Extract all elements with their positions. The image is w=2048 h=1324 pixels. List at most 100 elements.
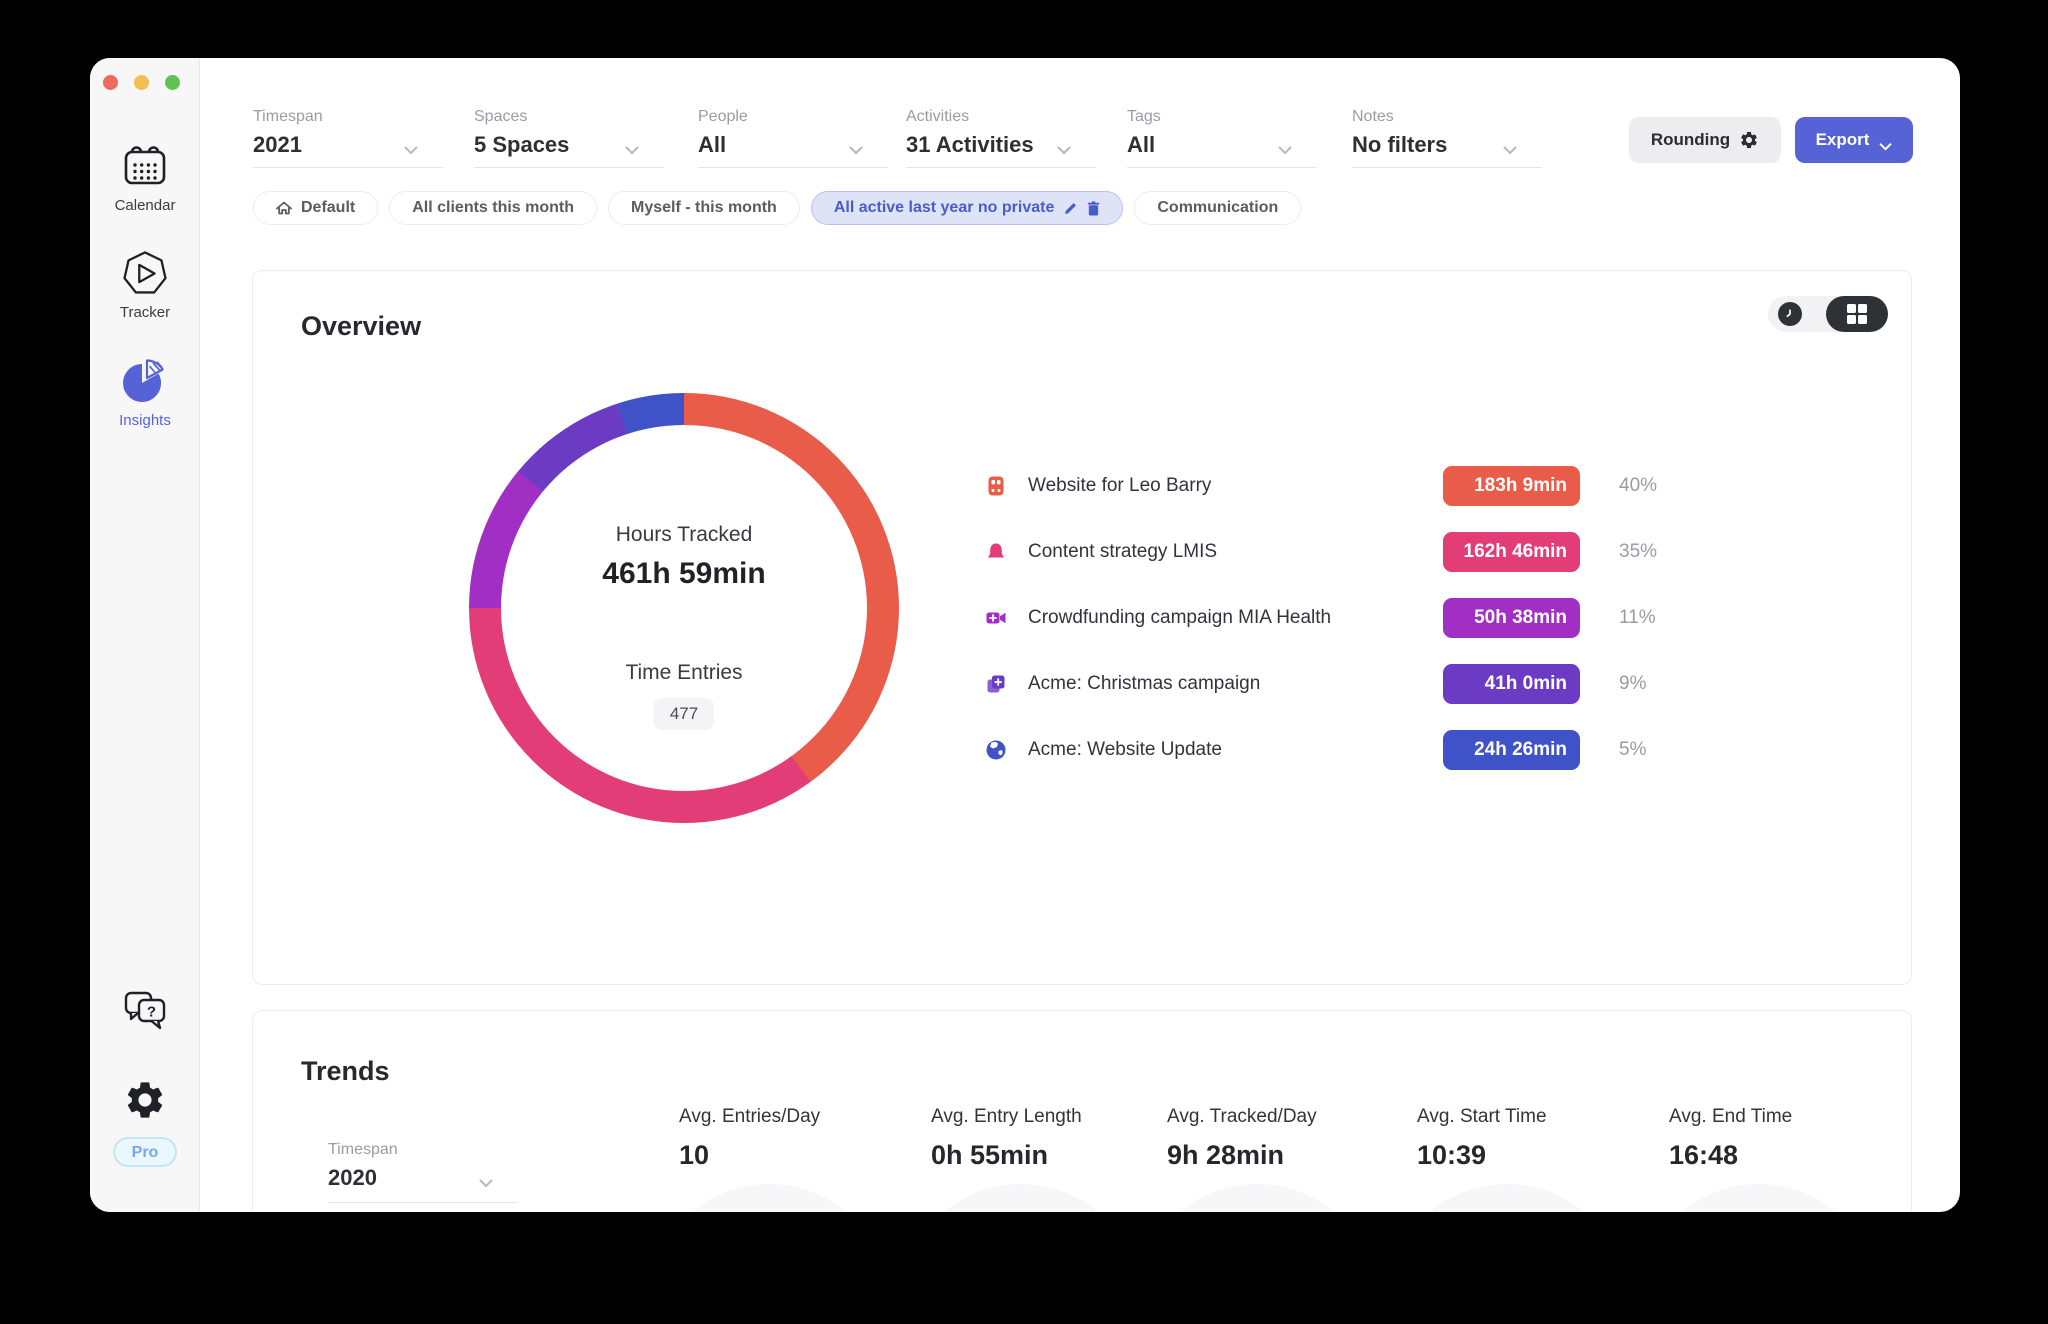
legend-row[interactable]: Website for Leo Barry 183h 9min 40% bbox=[985, 466, 1725, 506]
clock-view-button[interactable] bbox=[1778, 302, 1802, 326]
app-window: Calendar Tracker bbox=[90, 58, 1960, 1212]
trend-stat-value: 0h 55min bbox=[931, 1140, 1049, 1170]
minimize-button[interactable] bbox=[134, 75, 149, 90]
hours-tracked-label: Hours Tracked bbox=[615, 523, 753, 546]
legend-activity-name: Crowdfunding campaign MIA Health bbox=[1028, 607, 1332, 628]
legend-activity-name: Acme: Website Update bbox=[1028, 739, 1222, 760]
preset-chip-myself-this-month[interactable]: Myself - this month bbox=[608, 191, 800, 225]
legend-duration-badge: 183h 9min bbox=[1443, 466, 1580, 506]
preset-chip-all-clients-this-month[interactable]: All clients this month bbox=[389, 191, 598, 225]
time-entries-count: 477 bbox=[653, 698, 715, 730]
preset-chip-label: Communication bbox=[1157, 199, 1279, 216]
sidebar-item-calendar[interactable]: Calendar bbox=[90, 144, 200, 214]
legend-row[interactable]: Crowdfunding campaign MIA Health 50h 38m… bbox=[985, 598, 1725, 638]
trend-stat-avg-entries-day: Avg. Entries/Day 10 bbox=[679, 1106, 919, 1171]
filter-value: All bbox=[698, 132, 727, 157]
legend-row[interactable]: Acme: Christmas campaign 41h 0min 9% bbox=[985, 664, 1725, 704]
chevron-down-icon bbox=[1057, 142, 1071, 154]
trend-stat-avg-entry-length: Avg. Entry Length 0h 55min bbox=[931, 1106, 1171, 1171]
export-button[interactable]: Export bbox=[1795, 117, 1913, 163]
gear-icon bbox=[123, 1078, 167, 1127]
donut-chart: Hours Tracked 461h 59min Time Entries 47… bbox=[469, 393, 899, 823]
preset-chip-default[interactable]: Default bbox=[253, 191, 379, 225]
globe-icon bbox=[985, 739, 1007, 761]
legend-activity-name: Content strategy LMIS bbox=[1028, 541, 1218, 562]
chevron-down-icon bbox=[1503, 142, 1517, 154]
legend-duration-badge: 162h 46min bbox=[1443, 532, 1580, 572]
rounding-button[interactable]: Rounding bbox=[1629, 117, 1781, 163]
trend-stat-label: Avg. End Time bbox=[1669, 1106, 1793, 1127]
chat-help-icon: ? bbox=[122, 988, 168, 1039]
settings-button[interactable] bbox=[90, 1078, 200, 1127]
trend-stat-value: 10 bbox=[679, 1140, 710, 1170]
trends-timespan-dropdown[interactable]: Timespan 2020 bbox=[328, 1141, 518, 1203]
pie-chart-icon bbox=[122, 357, 168, 408]
trends-card: Trends Timespan 2020 Avg. Entries/Day 10… bbox=[252, 1010, 1912, 1212]
time-entries-label: Time Entries bbox=[625, 661, 743, 684]
tracker-icon bbox=[123, 251, 167, 300]
filter-value: No filters bbox=[1352, 132, 1448, 157]
preset-chip-label: All active last year no private bbox=[833, 199, 1055, 216]
overview-card: Overview bbox=[252, 270, 1912, 985]
legend-row[interactable]: Acme: Website Update 24h 26min 5% bbox=[985, 730, 1725, 770]
close-button[interactable] bbox=[103, 75, 118, 90]
train-icon bbox=[985, 475, 1007, 497]
filter-notes-dropdown[interactable]: Notes No filters bbox=[1352, 108, 1542, 168]
gear-icon bbox=[1739, 130, 1759, 150]
preset-chip-all-active-last-year-no-private[interactable]: All active last year no private bbox=[810, 191, 1124, 225]
trend-stat-value: 10:39 bbox=[1417, 1140, 1487, 1170]
preset-chip-label: Default bbox=[301, 199, 356, 216]
pro-badge: Pro bbox=[113, 1137, 177, 1167]
help-button[interactable]: ? bbox=[90, 988, 200, 1039]
grid-view-button[interactable] bbox=[1826, 296, 1888, 332]
bell-icon bbox=[985, 541, 1007, 563]
sidebar-item-insights[interactable]: Insights bbox=[90, 357, 200, 429]
chevron-down-icon bbox=[625, 142, 639, 154]
trend-stat-value: 16:48 bbox=[1669, 1140, 1739, 1170]
legend-duration-badge: 50h 38min bbox=[1443, 598, 1580, 638]
filter-activities-dropdown[interactable]: Activities 31 Activities bbox=[906, 108, 1096, 168]
legend-activity-name: Website for Leo Barry bbox=[1028, 475, 1212, 496]
overview-title: Overview bbox=[301, 311, 422, 341]
filter-tags-dropdown[interactable]: Tags All bbox=[1127, 108, 1317, 168]
decorative-bubble bbox=[901, 1184, 1141, 1212]
legend-percent: 40% bbox=[1619, 475, 1658, 496]
decorative-bubble bbox=[1387, 1184, 1627, 1212]
decorative-bubble bbox=[649, 1184, 889, 1212]
legend-row[interactable]: Content strategy LMIS 162h 46min 35% bbox=[985, 532, 1725, 572]
legend-activity-name: Acme: Christmas campaign bbox=[1028, 673, 1261, 694]
zoom-button[interactable] bbox=[165, 75, 180, 90]
copy-add-icon bbox=[985, 673, 1007, 695]
trend-stat-label: Avg. Entry Length bbox=[931, 1106, 1082, 1127]
legend-duration-badge: 41h 0min bbox=[1443, 664, 1580, 704]
decorative-bubble bbox=[1137, 1184, 1377, 1212]
trend-stat-avg-end-time: Avg. End Time 16:48 bbox=[1669, 1106, 1909, 1171]
trend-stat-label: Avg. Start Time bbox=[1417, 1106, 1547, 1127]
filter-value: All bbox=[1127, 132, 1156, 157]
legend-duration-badge: 24h 26min bbox=[1443, 730, 1580, 770]
filter-people-dropdown[interactable]: People All bbox=[698, 108, 888, 168]
sidebar-item-tracker[interactable]: Tracker bbox=[90, 251, 200, 321]
trend-stat-value: 9h 28min bbox=[1167, 1140, 1285, 1170]
hours-tracked-value: 461h 59min bbox=[602, 557, 766, 590]
preset-chip-row: Default All clients this month Myself - … bbox=[253, 191, 1302, 225]
legend-percent: 5% bbox=[1619, 739, 1647, 760]
trends-title: Trends bbox=[301, 1056, 390, 1086]
chevron-down-icon bbox=[1278, 142, 1292, 154]
window-controls bbox=[103, 75, 180, 90]
chevron-down-icon bbox=[479, 1175, 493, 1187]
filter-spaces-dropdown[interactable]: Spaces 5 Spaces bbox=[474, 108, 664, 168]
filter-timespan-dropdown[interactable]: Timespan 2021 bbox=[253, 108, 443, 168]
edit-pencil-icon[interactable] bbox=[1063, 201, 1078, 216]
view-toggle bbox=[1768, 296, 1888, 332]
home-icon bbox=[276, 201, 292, 215]
preset-chip-communication[interactable]: Communication bbox=[1134, 191, 1302, 225]
filter-label: Tags bbox=[1127, 108, 1161, 125]
preset-chip-label: All clients this month bbox=[412, 199, 575, 216]
sidebar: Calendar Tracker bbox=[90, 58, 200, 1212]
trend-stat-avg-start-time: Avg. Start Time 10:39 bbox=[1417, 1106, 1657, 1171]
trash-icon[interactable] bbox=[1087, 200, 1100, 216]
filter-value: 2021 bbox=[253, 132, 302, 157]
chevron-down-icon bbox=[849, 142, 863, 154]
